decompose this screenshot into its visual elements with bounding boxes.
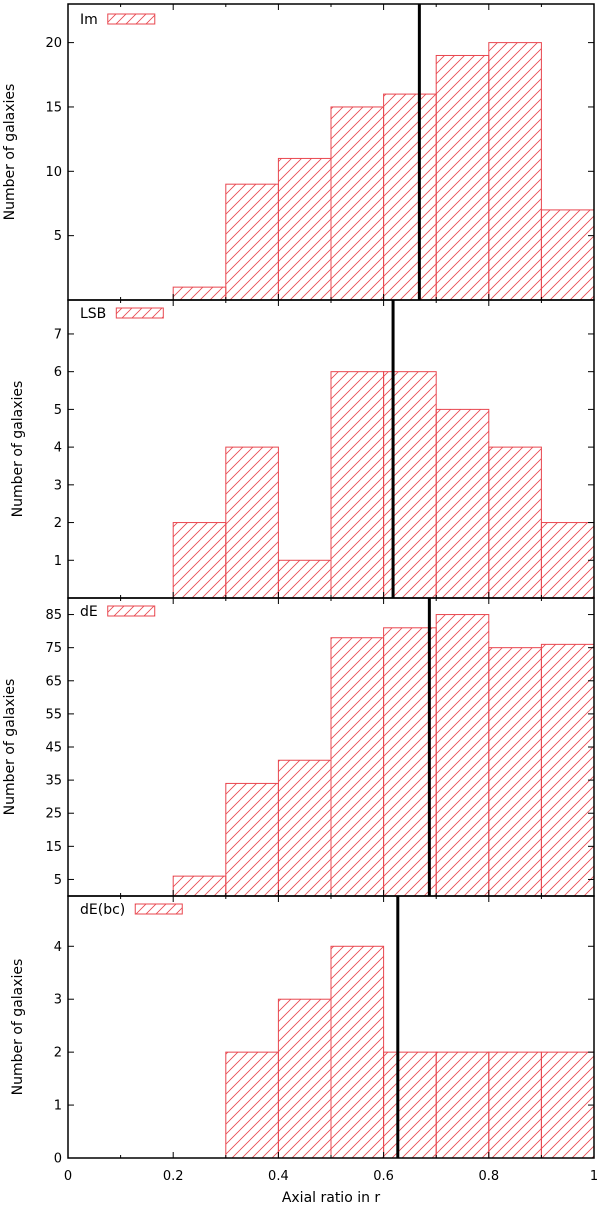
bar xyxy=(330,371,385,599)
y-tick-label: 7 xyxy=(54,327,62,342)
x-tick-label: 1 xyxy=(590,1169,598,1184)
y-tick-label: 45 xyxy=(45,741,62,756)
bar xyxy=(383,1051,437,1159)
bar xyxy=(435,1051,490,1159)
y-tick-label: 1 xyxy=(54,554,62,569)
y-tick-label: 2 xyxy=(54,1046,62,1061)
bar xyxy=(488,42,542,301)
bar xyxy=(540,522,595,599)
y-tick-label: 10 xyxy=(45,165,62,180)
bar xyxy=(488,647,542,897)
legend-label: Im xyxy=(80,12,98,28)
bar xyxy=(383,371,437,599)
y-tick-label: 3 xyxy=(54,993,62,1008)
x-tick-label: 0.8 xyxy=(478,1169,499,1184)
y-tick-label: 2 xyxy=(54,516,62,531)
legend-label: LSB xyxy=(80,306,106,322)
bar xyxy=(225,1051,279,1159)
y-tick-label: 85 xyxy=(45,608,62,623)
bar xyxy=(383,627,437,897)
y-axis-label: Number of galaxies xyxy=(2,84,18,221)
y-tick-label: 5 xyxy=(54,403,62,418)
x-tick-label: 0.2 xyxy=(163,1169,184,1184)
bar xyxy=(540,1051,595,1159)
bar xyxy=(172,522,227,599)
legend-swatch xyxy=(134,903,183,915)
y-tick-label: 15 xyxy=(45,840,62,855)
y-axis-label: Number of galaxies xyxy=(2,679,18,816)
y-tick-label: 75 xyxy=(45,641,62,656)
bar xyxy=(540,643,595,897)
y-tick-label: 25 xyxy=(45,807,62,822)
bar xyxy=(435,614,490,897)
x-tick-label: 0.4 xyxy=(268,1169,289,1184)
bar xyxy=(172,286,227,301)
x-tick-label: 0.6 xyxy=(373,1169,394,1184)
y-tick-label: 35 xyxy=(45,774,62,789)
y-tick-label: 0 xyxy=(54,1152,62,1167)
bar xyxy=(330,637,385,897)
bar xyxy=(540,209,595,301)
panel-de: 5 15 25 35 45 55 65 75 85 Number of galaxies dE xyxy=(2,597,595,897)
bar xyxy=(277,559,332,599)
bar xyxy=(435,54,490,301)
bar xyxy=(277,759,332,897)
y-tick-label: 4 xyxy=(54,940,62,955)
y-axis-label: Number of galaxies xyxy=(10,381,26,518)
y-tick-label: 1 xyxy=(54,1099,62,1114)
bar xyxy=(435,408,490,599)
x-tick-label: 0 xyxy=(64,1169,72,1184)
panel-de-bc-: 0 1 2 3 4 Number of galaxies dE(bc) xyxy=(10,895,595,1167)
bar xyxy=(383,93,437,301)
legend-swatch xyxy=(107,13,156,25)
y-axis-label: Number of galaxies xyxy=(10,959,26,1096)
bar xyxy=(172,875,227,897)
legend-label: dE xyxy=(80,604,98,620)
bar xyxy=(277,157,332,301)
y-tick-label: 55 xyxy=(45,707,62,722)
bar xyxy=(225,782,279,897)
y-tick-label: 20 xyxy=(45,36,62,51)
legend-swatch xyxy=(115,307,164,319)
bar xyxy=(488,1051,542,1159)
y-tick-label: 3 xyxy=(54,478,62,493)
y-tick-label: 5 xyxy=(54,873,62,888)
y-tick-label: 65 xyxy=(45,674,62,689)
bar xyxy=(330,106,385,301)
bar xyxy=(225,183,279,301)
bar xyxy=(225,446,279,599)
legend-swatch xyxy=(107,605,156,617)
bar xyxy=(330,945,385,1159)
y-tick-label: 6 xyxy=(54,365,62,380)
x-axis-label: Axial ratio in r xyxy=(282,1190,381,1205)
y-tick-label: 4 xyxy=(54,441,62,456)
y-tick-label: 5 xyxy=(54,229,62,244)
bar xyxy=(277,998,332,1159)
bar xyxy=(488,446,542,599)
y-tick-label: 15 xyxy=(45,100,62,115)
panel-lsb: 1 2 3 4 5 6 7 Number of galaxies LSB xyxy=(10,299,595,599)
panel-im: 5 10 15 20 Number of galaxies Im xyxy=(2,3,595,301)
legend-label: dE(bc) xyxy=(80,902,125,918)
